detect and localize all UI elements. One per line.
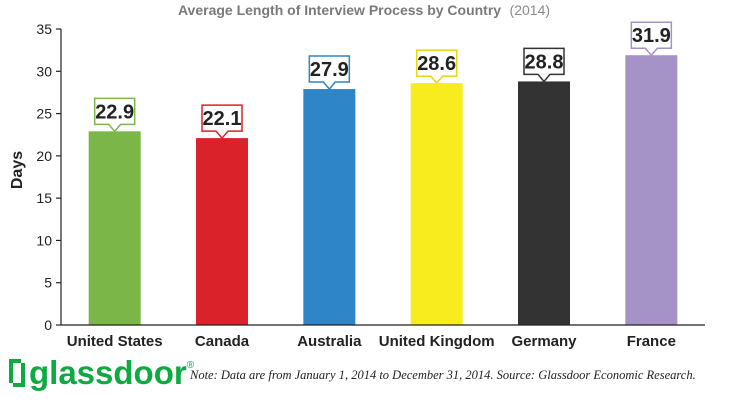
chart-title-main: Average Length of Interview Process by C… [178, 2, 501, 18]
y-tick-label: 5 [44, 275, 52, 291]
data-label: 31.9 [632, 25, 671, 47]
data-label: 27.9 [310, 59, 349, 81]
bar [303, 89, 356, 325]
logo-registered-mark: ® [186, 359, 195, 371]
bars [88, 55, 678, 326]
data-label: 28.6 [417, 53, 456, 75]
glassdoor-logo: glassdoor ® [8, 354, 195, 391]
data-label: 22.1 [203, 108, 242, 130]
x-category-label: Germany [511, 333, 577, 350]
x-category-label: France [627, 333, 676, 350]
y-axis-ticks: 0 5 10 15 20 25 30 35 [36, 21, 61, 333]
bar [196, 138, 248, 325]
glassdoor-door-icon [9, 359, 25, 387]
y-axis-label: Days [9, 151, 26, 189]
y-tick-label: 0 [44, 317, 52, 333]
bar [88, 131, 141, 325]
y-tick-label: 15 [36, 190, 52, 206]
data-label-box [415, 49, 458, 85]
data-label-box [308, 55, 351, 91]
x-category-label: Canada [195, 333, 250, 350]
y-tick-label: 25 [36, 106, 52, 122]
bar-chart: Average Length of Interview Process by C… [9, 2, 705, 350]
bar [518, 81, 570, 325]
data-label-box [630, 21, 673, 57]
data-label: 22.9 [95, 101, 134, 123]
logo-wordmark: glassdoor [29, 354, 187, 391]
data-label-box [523, 47, 565, 83]
data-labels: 22.9 22.1 27.9 28.6 28.8 31.9 [93, 21, 673, 140]
data-label-box [201, 104, 243, 140]
x-category-label: Australia [297, 333, 362, 350]
y-tick-label: 35 [36, 21, 52, 37]
x-axis-labels: United States Canada Australia United Kingd… [67, 333, 676, 350]
bar [410, 83, 463, 325]
y-tick-label: 30 [36, 63, 52, 79]
x-category-label: United States [67, 333, 163, 350]
y-tick-label: 10 [36, 232, 52, 248]
chart-title: Average Length of Interview Process by C… [178, 2, 550, 19]
footer: glassdoor ® Note: Data are from January 1… [0, 350, 729, 401]
x-category-label: United Kingdom [379, 333, 495, 350]
data-label: 28.8 [525, 51, 564, 73]
footnote: Note: Data are from January 1, 2014 to D… [190, 368, 696, 382]
bar [625, 55, 678, 326]
data-label-box [93, 97, 136, 133]
y-tick-label: 20 [36, 148, 52, 164]
chart-title-sub: (2014) [510, 2, 550, 18]
